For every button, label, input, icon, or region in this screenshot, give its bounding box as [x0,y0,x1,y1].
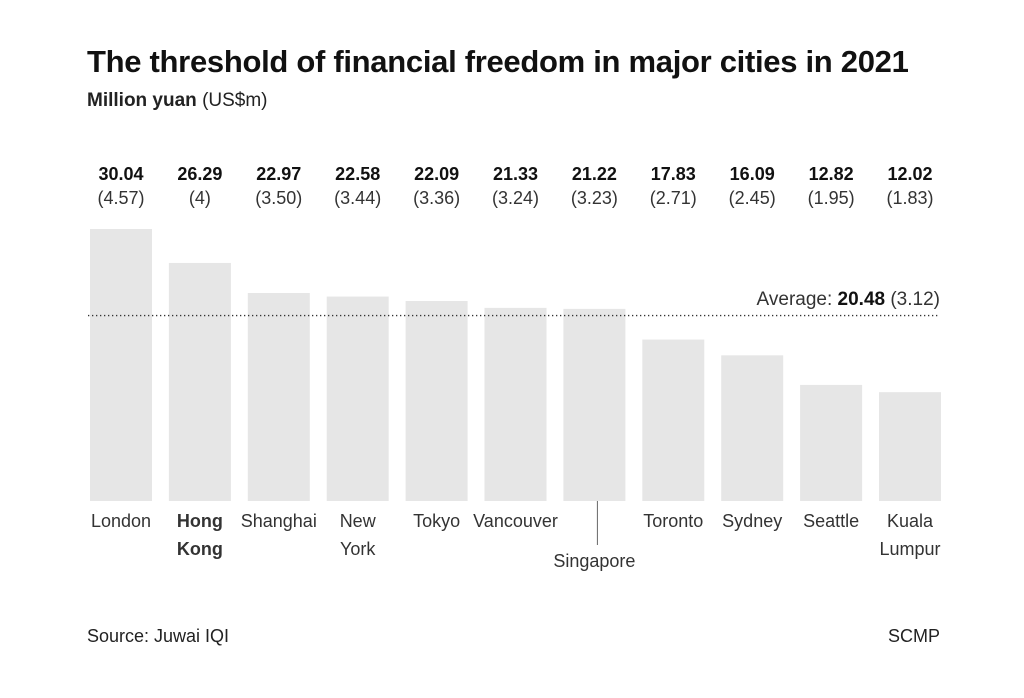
bar [484,307,547,501]
x-tick-label: Lumpur [879,539,940,559]
average-label: Average: 20.48 (3.12) [757,289,940,310]
value-label: 30.04 [98,164,143,184]
usd-label: (4) [189,188,211,208]
value-label: 12.82 [809,164,854,184]
bar [90,229,152,501]
bar [563,308,626,501]
usd-label: (2.45) [729,188,776,208]
x-tick-label: Sydney [722,511,782,531]
x-tick-label: Kong [177,539,223,559]
bar [168,262,231,501]
x-tick-label: Hong [177,511,223,531]
bar [721,355,784,501]
value-label: 21.22 [572,164,617,184]
usd-label: (1.95) [808,188,855,208]
average-usd: (3.12) [885,289,940,310]
usd-label: (2.71) [650,188,697,208]
usd-label: (3.23) [571,188,618,208]
bar [642,339,705,501]
chart-title: The threshold of financial freedom in ma… [87,44,909,79]
value-label: 26.29 [177,164,222,184]
bar [247,293,310,501]
value-label: 22.09 [414,164,459,184]
x-tick-label: Toronto [643,511,703,531]
credit: SCMP [887,626,940,646]
x-tick-label: London [91,511,151,531]
usd-label: (3.36) [413,188,460,208]
bar [800,384,863,501]
average-text: Average: [757,289,838,310]
bar [405,300,468,501]
x-tick-label: Singapore [553,551,635,571]
x-tick-label: Seattle [803,511,859,531]
usd-label: (3.24) [492,188,539,208]
value-label: 22.97 [256,164,301,184]
value-label: 16.09 [730,164,775,184]
x-tick-label: Tokyo [413,511,460,531]
value-label: 21.33 [493,164,538,184]
average-value: 20.48 [838,289,886,310]
x-tick-label: Shanghai [241,511,317,531]
x-tick-label: Vancouver [473,511,558,531]
unit-usd-label: (US$m) [202,90,268,111]
usd-label: (3.50) [255,188,302,208]
unit-label: Million yuan [87,90,197,111]
value-label: 22.58 [335,164,380,184]
source-note: Source: Juwai IQI [87,626,230,646]
usd-label: (1.83) [886,188,933,208]
x-tick-label: Kuala [887,511,934,531]
x-tick-label: New [340,511,377,531]
usd-label: (4.57) [97,188,144,208]
usd-label: (3.44) [334,188,381,208]
bar [879,392,941,501]
value-label: 12.02 [887,164,932,184]
chart-subtitle: Million yuan (US$m) [87,90,268,112]
value-label: 17.83 [651,164,696,184]
bar [326,296,389,501]
x-tick-label: York [340,539,376,559]
